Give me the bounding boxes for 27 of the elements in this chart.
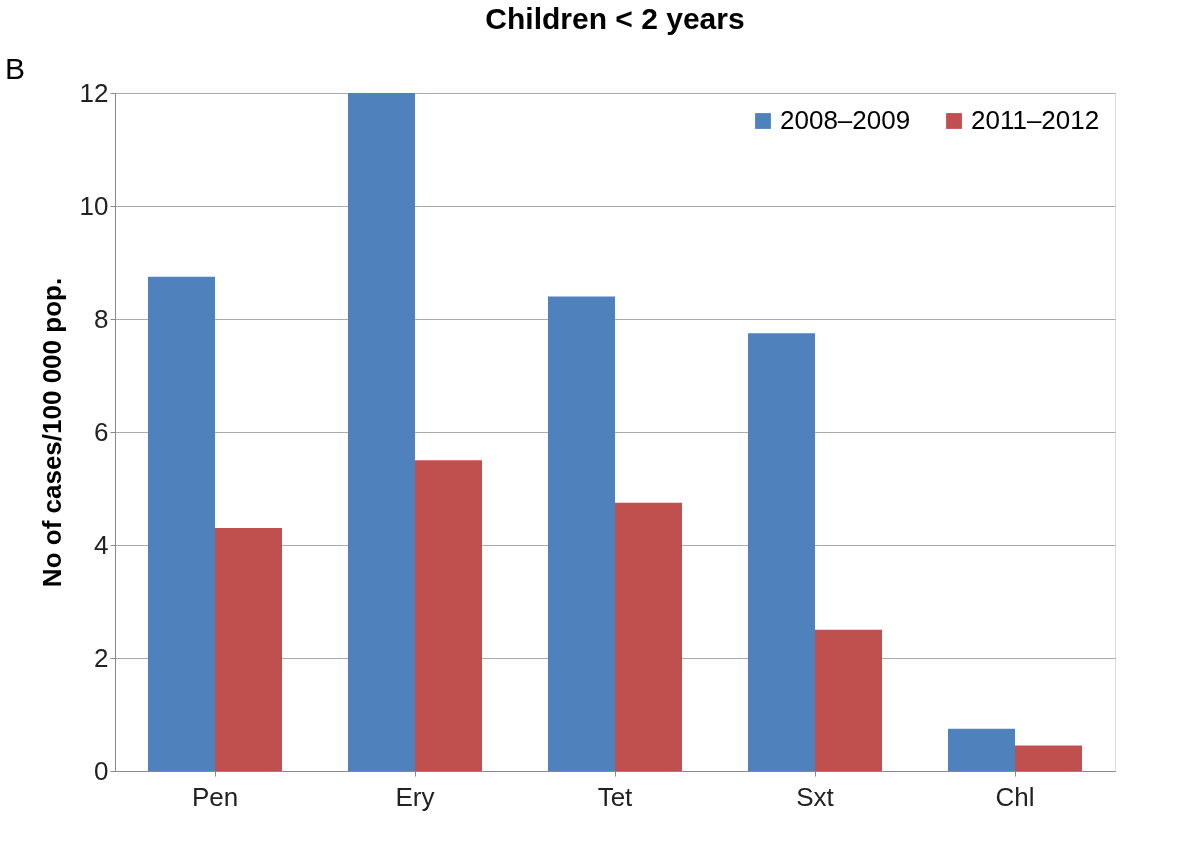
x-tick-label: Ery bbox=[395, 781, 435, 812]
x-tick-label: Sxt bbox=[796, 781, 835, 812]
y-tick-label: 4 bbox=[94, 529, 109, 560]
y-tick-label: 6 bbox=[94, 416, 109, 447]
x-tick-label: Pen bbox=[191, 781, 239, 812]
y-tick-label: 0 bbox=[94, 755, 109, 786]
y-tick-label: 8 bbox=[94, 303, 109, 334]
x-tick-label: Chl bbox=[995, 781, 1035, 812]
legend-label: 2008–2009 bbox=[780, 105, 911, 135]
y-axis-title: No of cases/100 000 pop. bbox=[36, 277, 67, 588]
legend-label: 2011–2012 bbox=[971, 105, 1100, 135]
y-tick-label: 12 bbox=[79, 77, 109, 108]
bar bbox=[815, 629, 882, 771]
x-tick-label: Tet bbox=[597, 781, 634, 812]
bar bbox=[348, 93, 415, 771]
y-tick-label: 10 bbox=[79, 190, 109, 221]
bar bbox=[415, 460, 482, 771]
bar bbox=[748, 333, 815, 771]
bar bbox=[148, 276, 215, 771]
bar bbox=[1015, 745, 1082, 771]
bar bbox=[548, 296, 615, 771]
bar bbox=[948, 728, 1015, 771]
chart-title: Children < 2 years bbox=[485, 2, 745, 35]
bar bbox=[615, 502, 682, 771]
y-tick-label: 2 bbox=[94, 642, 109, 673]
bar bbox=[215, 528, 282, 771]
text: B bbox=[5, 52, 26, 85]
